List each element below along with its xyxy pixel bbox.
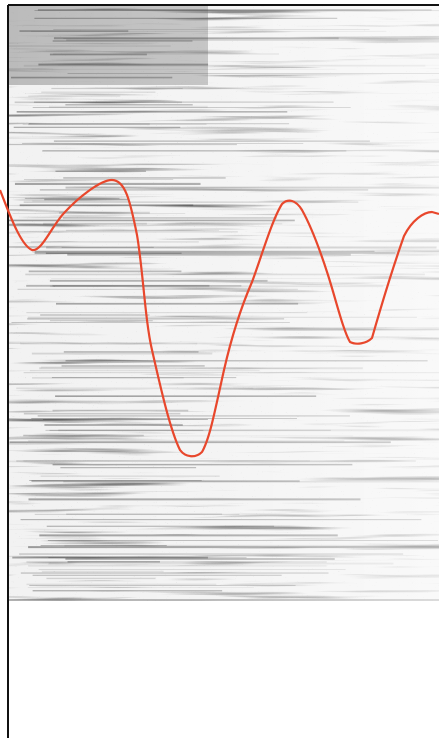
pitch-contour	[0, 178, 439, 458]
spectrogram-fade	[8, 5, 439, 601]
